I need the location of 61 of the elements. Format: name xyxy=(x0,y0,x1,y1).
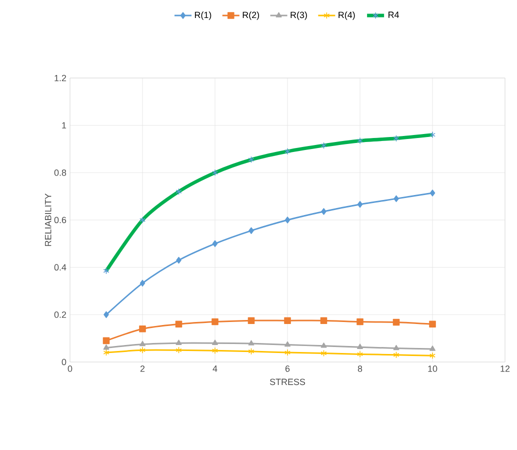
point xyxy=(248,227,254,234)
point xyxy=(176,256,182,264)
point xyxy=(357,344,363,349)
x-tick-label: 8 xyxy=(358,366,362,372)
point xyxy=(284,341,290,347)
y-axis-title: RELIABILITY xyxy=(45,194,52,246)
point xyxy=(392,318,400,326)
point xyxy=(248,340,254,346)
legend-label: R(2) xyxy=(242,12,260,20)
point xyxy=(103,349,110,356)
point xyxy=(140,340,146,346)
y-tick-label: 1 xyxy=(62,122,66,128)
point xyxy=(357,200,363,208)
x-tick-label: 12 xyxy=(500,366,510,372)
point xyxy=(394,195,399,202)
point xyxy=(357,350,363,358)
point xyxy=(320,317,328,324)
point xyxy=(139,325,146,332)
point xyxy=(212,340,218,345)
x-tick-label: 4 xyxy=(212,366,218,372)
point xyxy=(320,342,327,348)
point xyxy=(321,208,326,215)
legend-label: R4 xyxy=(388,12,399,18)
y-tick-label: 0.6 xyxy=(54,216,66,224)
y-tick-label: 1.2 xyxy=(54,74,66,82)
y-tick-label: 0 xyxy=(62,358,66,366)
x-tick-label: 2 xyxy=(140,366,145,372)
point xyxy=(320,350,327,357)
point xyxy=(284,317,291,324)
point xyxy=(248,348,254,355)
point xyxy=(430,346,436,351)
point xyxy=(102,337,110,344)
point xyxy=(176,346,182,354)
point xyxy=(393,344,400,350)
legend-label: R(4) xyxy=(338,12,355,20)
legend-label: R(1) xyxy=(194,12,212,20)
point xyxy=(212,240,218,248)
point xyxy=(430,352,436,359)
point xyxy=(429,320,436,328)
y-tick-label: 0.4 xyxy=(54,264,66,271)
point xyxy=(140,280,146,287)
point xyxy=(212,347,218,354)
point xyxy=(393,352,400,358)
y-tick-label: 0.8 xyxy=(54,169,66,176)
x-tick-label: 6 xyxy=(285,366,290,372)
point xyxy=(284,349,290,356)
point xyxy=(140,346,146,354)
point xyxy=(103,344,110,350)
point xyxy=(430,190,436,196)
point xyxy=(104,311,109,318)
y-tick-label: 0.2 xyxy=(54,311,66,318)
point xyxy=(176,340,182,345)
point xyxy=(284,216,290,224)
point xyxy=(248,317,255,324)
point xyxy=(356,318,364,326)
x-tick-label: 10 xyxy=(428,366,438,372)
x-axis-title: STRESS xyxy=(270,378,306,386)
x-tick-label: 0 xyxy=(68,366,72,372)
point xyxy=(212,318,218,326)
point xyxy=(175,320,182,328)
legend-label: R(3) xyxy=(290,12,307,20)
